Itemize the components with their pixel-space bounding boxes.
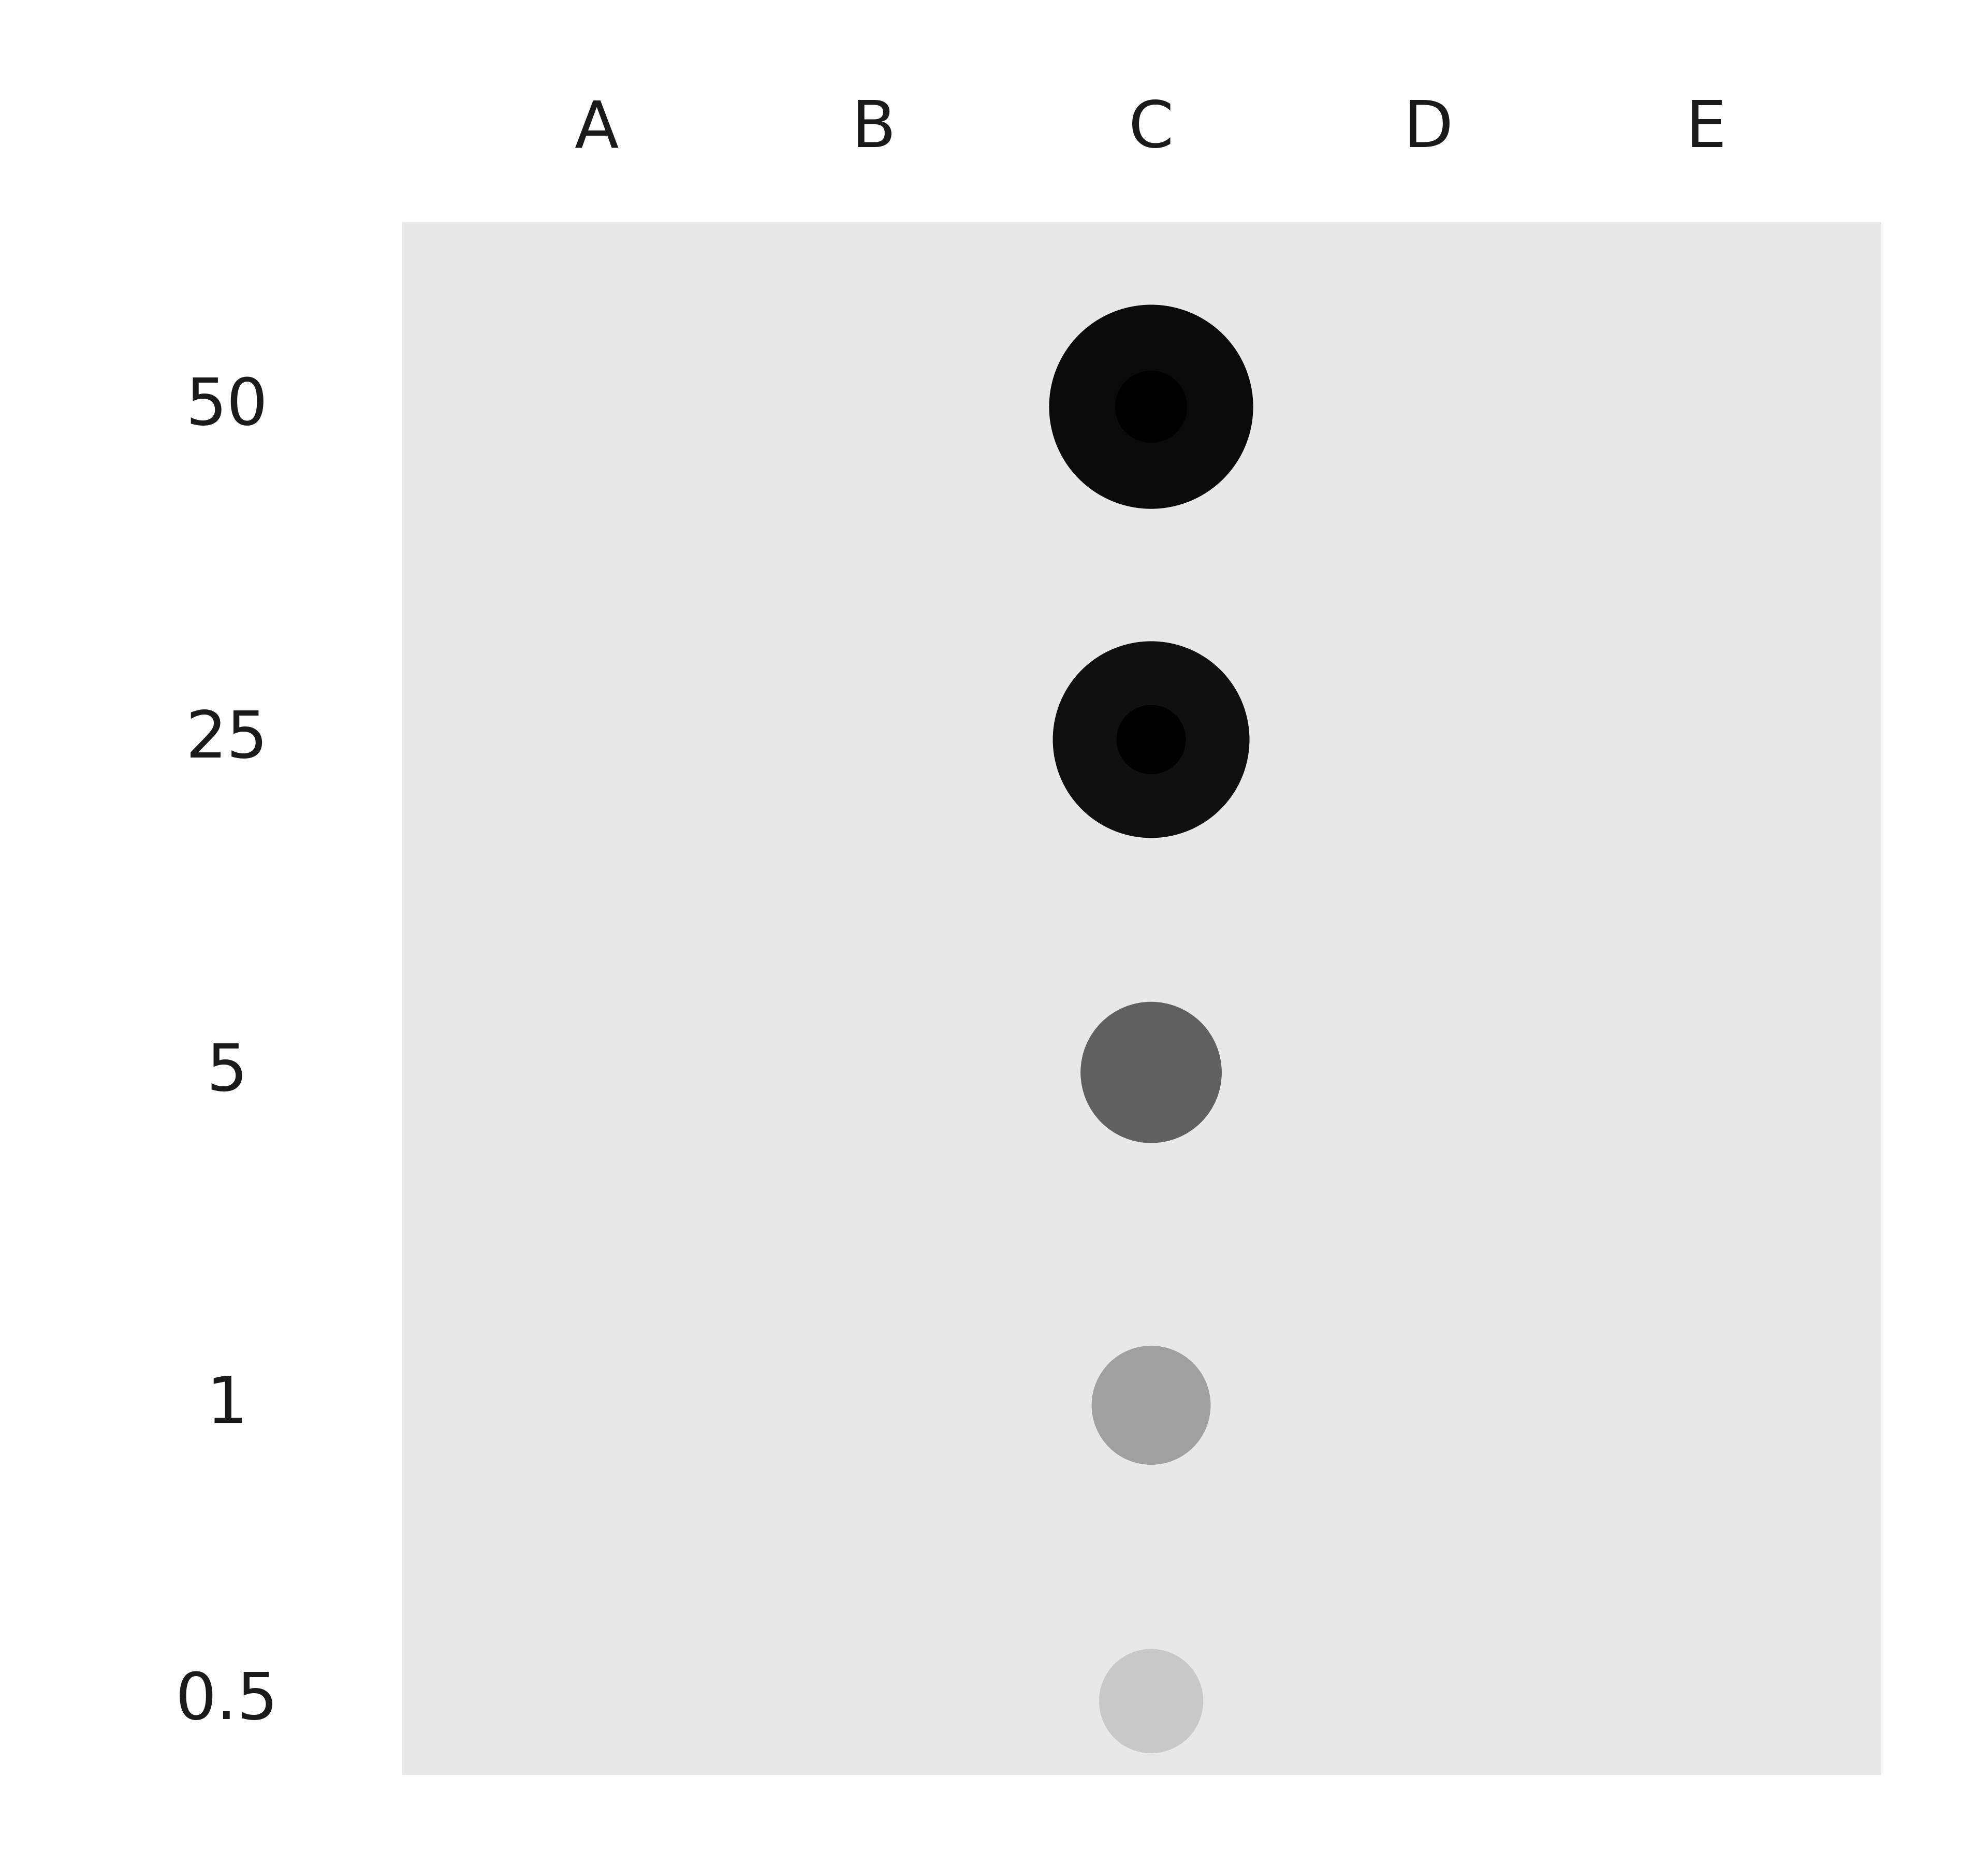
Text: B: B <box>851 98 897 161</box>
Text: 0.5: 0.5 <box>175 1670 278 1733</box>
Text: 50: 50 <box>185 375 268 438</box>
FancyBboxPatch shape <box>402 222 1881 1775</box>
Circle shape <box>1054 642 1248 838</box>
Text: A: A <box>575 98 618 161</box>
Circle shape <box>1091 1346 1211 1464</box>
Text: C: C <box>1129 98 1173 161</box>
Text: 5: 5 <box>207 1041 247 1104</box>
Text: D: D <box>1404 98 1453 161</box>
Text: 1: 1 <box>207 1374 247 1437</box>
Circle shape <box>1099 1649 1203 1753</box>
Text: E: E <box>1686 98 1726 161</box>
Circle shape <box>1117 704 1185 775</box>
Circle shape <box>1050 305 1252 508</box>
Circle shape <box>1081 1002 1221 1143</box>
Circle shape <box>1115 372 1187 442</box>
Text: 25: 25 <box>185 708 268 771</box>
